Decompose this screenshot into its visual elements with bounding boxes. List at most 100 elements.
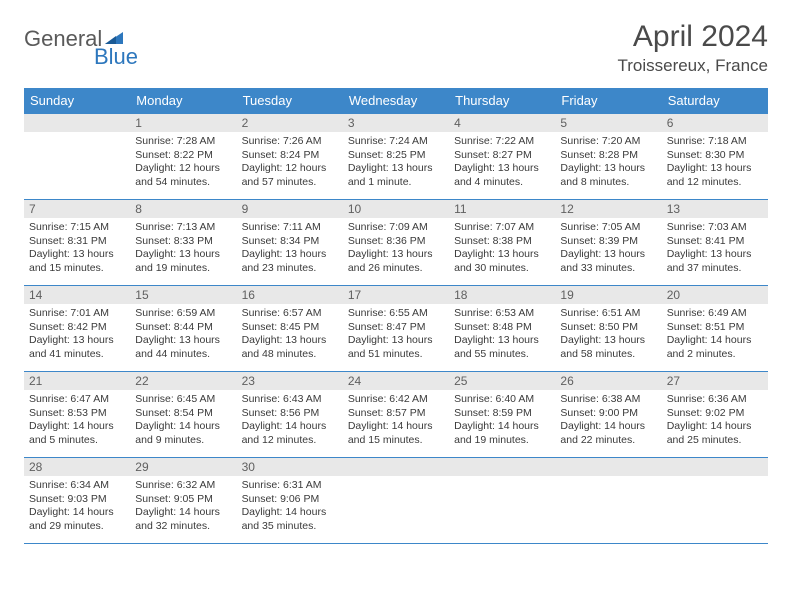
day-number: 12 [555,200,661,218]
day-number: 26 [555,372,661,390]
day-info: Sunrise: 6:38 AMSunset: 9:00 PMDaylight:… [555,390,661,452]
daylight-line2: and 19 minutes. [454,434,550,448]
day-number: 20 [662,286,768,304]
daylight-line1: Daylight: 14 hours [242,506,338,520]
day-number: 17 [343,286,449,304]
daylight-line1: Daylight: 13 hours [454,162,550,176]
sunset: Sunset: 8:48 PM [454,321,550,335]
empty-day-bar [555,458,661,476]
sunrise: Sunrise: 6:53 AM [454,307,550,321]
calendar-cell: 14Sunrise: 7:01 AMSunset: 8:42 PMDayligh… [24,286,130,372]
daylight-line2: and 35 minutes. [242,520,338,534]
day-info: Sunrise: 6:47 AMSunset: 8:53 PMDaylight:… [24,390,130,452]
sunrise: Sunrise: 6:43 AM [242,393,338,407]
title-block: April 2024 Troissereux, France [617,20,768,76]
calendar-cell: 15Sunrise: 6:59 AMSunset: 8:44 PMDayligh… [130,286,236,372]
sunset: Sunset: 8:45 PM [242,321,338,335]
day-info: Sunrise: 7:07 AMSunset: 8:38 PMDaylight:… [449,218,555,280]
calendar-cell: 8Sunrise: 7:13 AMSunset: 8:33 PMDaylight… [130,200,236,286]
sunrise: Sunrise: 7:15 AM [29,221,125,235]
day-number: 24 [343,372,449,390]
calendar-cell: 17Sunrise: 6:55 AMSunset: 8:47 PMDayligh… [343,286,449,372]
daylight-line2: and 29 minutes. [29,520,125,534]
daylight-line1: Daylight: 14 hours [667,334,763,348]
sunset: Sunset: 8:34 PM [242,235,338,249]
daylight-line1: Daylight: 14 hours [667,420,763,434]
sunset: Sunset: 8:57 PM [348,407,444,421]
calendar-cell [24,114,130,200]
daylight-line2: and 2 minutes. [667,348,763,362]
sunset: Sunset: 8:28 PM [560,149,656,163]
dayname-sun: Sunday [24,88,130,114]
day-info: Sunrise: 6:45 AMSunset: 8:54 PMDaylight:… [130,390,236,452]
calendar-cell: 29Sunrise: 6:32 AMSunset: 9:05 PMDayligh… [130,458,236,544]
calendar-cell: 18Sunrise: 6:53 AMSunset: 8:48 PMDayligh… [449,286,555,372]
day-number: 2 [237,114,343,132]
sunrise: Sunrise: 7:24 AM [348,135,444,149]
daylight-line2: and 54 minutes. [135,176,231,190]
daylight-line1: Daylight: 13 hours [454,334,550,348]
sunset: Sunset: 8:22 PM [135,149,231,163]
daylight-line2: and 9 minutes. [135,434,231,448]
day-info: Sunrise: 6:43 AMSunset: 8:56 PMDaylight:… [237,390,343,452]
calendar-cell: 1Sunrise: 7:28 AMSunset: 8:22 PMDaylight… [130,114,236,200]
daylight-line1: Daylight: 13 hours [560,162,656,176]
calendar-cell: 2Sunrise: 7:26 AMSunset: 8:24 PMDaylight… [237,114,343,200]
day-number: 9 [237,200,343,218]
sunset: Sunset: 8:38 PM [454,235,550,249]
day-number: 13 [662,200,768,218]
sunrise: Sunrise: 6:45 AM [135,393,231,407]
calendar-cell: 30Sunrise: 6:31 AMSunset: 9:06 PMDayligh… [237,458,343,544]
day-number: 14 [24,286,130,304]
day-number: 30 [237,458,343,476]
calendar-week-row: 14Sunrise: 7:01 AMSunset: 8:42 PMDayligh… [24,286,768,372]
sunrise: Sunrise: 7:09 AM [348,221,444,235]
daylight-line1: Daylight: 14 hours [454,420,550,434]
empty-day-bar [662,458,768,476]
calendar-table: Sunday Monday Tuesday Wednesday Thursday… [24,88,768,544]
calendar-cell: 9Sunrise: 7:11 AMSunset: 8:34 PMDaylight… [237,200,343,286]
sunrise: Sunrise: 7:20 AM [560,135,656,149]
daylight-line2: and 1 minute. [348,176,444,190]
calendar-cell [343,458,449,544]
sunset: Sunset: 9:05 PM [135,493,231,507]
daylight-line2: and 44 minutes. [135,348,231,362]
calendar-cell: 26Sunrise: 6:38 AMSunset: 9:00 PMDayligh… [555,372,661,458]
dayname-tue: Tuesday [237,88,343,114]
day-info: Sunrise: 7:20 AMSunset: 8:28 PMDaylight:… [555,132,661,194]
calendar-week-row: 21Sunrise: 6:47 AMSunset: 8:53 PMDayligh… [24,372,768,458]
calendar-cell: 7Sunrise: 7:15 AMSunset: 8:31 PMDaylight… [24,200,130,286]
sunset: Sunset: 8:51 PM [667,321,763,335]
calendar-cell: 28Sunrise: 6:34 AMSunset: 9:03 PMDayligh… [24,458,130,544]
sunrise: Sunrise: 6:36 AM [667,393,763,407]
calendar-cell: 13Sunrise: 7:03 AMSunset: 8:41 PMDayligh… [662,200,768,286]
daylight-line2: and 23 minutes. [242,262,338,276]
day-number: 28 [24,458,130,476]
daylight-line1: Daylight: 13 hours [348,162,444,176]
empty-day-bar [24,114,130,132]
sunrise: Sunrise: 7:07 AM [454,221,550,235]
sunset: Sunset: 9:06 PM [242,493,338,507]
calendar-week-row: 7Sunrise: 7:15 AMSunset: 8:31 PMDaylight… [24,200,768,286]
day-info: Sunrise: 7:15 AMSunset: 8:31 PMDaylight:… [24,218,130,280]
sunrise: Sunrise: 7:03 AM [667,221,763,235]
logo-word1: General [24,26,102,52]
sunrise: Sunrise: 7:01 AM [29,307,125,321]
sunrise: Sunrise: 6:55 AM [348,307,444,321]
sunset: Sunset: 8:44 PM [135,321,231,335]
sunrise: Sunrise: 7:18 AM [667,135,763,149]
sunset: Sunset: 8:41 PM [667,235,763,249]
daylight-line2: and 57 minutes. [242,176,338,190]
calendar-cell: 24Sunrise: 6:42 AMSunset: 8:57 PMDayligh… [343,372,449,458]
day-info: Sunrise: 6:34 AMSunset: 9:03 PMDaylight:… [24,476,130,538]
dayname-row: Sunday Monday Tuesday Wednesday Thursday… [24,88,768,114]
daylight-line1: Daylight: 13 hours [29,334,125,348]
day-info: Sunrise: 7:24 AMSunset: 8:25 PMDaylight:… [343,132,449,194]
day-info: Sunrise: 6:49 AMSunset: 8:51 PMDaylight:… [662,304,768,366]
daylight-line1: Daylight: 12 hours [135,162,231,176]
calendar-cell: 11Sunrise: 7:07 AMSunset: 8:38 PMDayligh… [449,200,555,286]
sunset: Sunset: 9:03 PM [29,493,125,507]
day-info: Sunrise: 7:01 AMSunset: 8:42 PMDaylight:… [24,304,130,366]
daylight-line1: Daylight: 12 hours [242,162,338,176]
day-number: 25 [449,372,555,390]
